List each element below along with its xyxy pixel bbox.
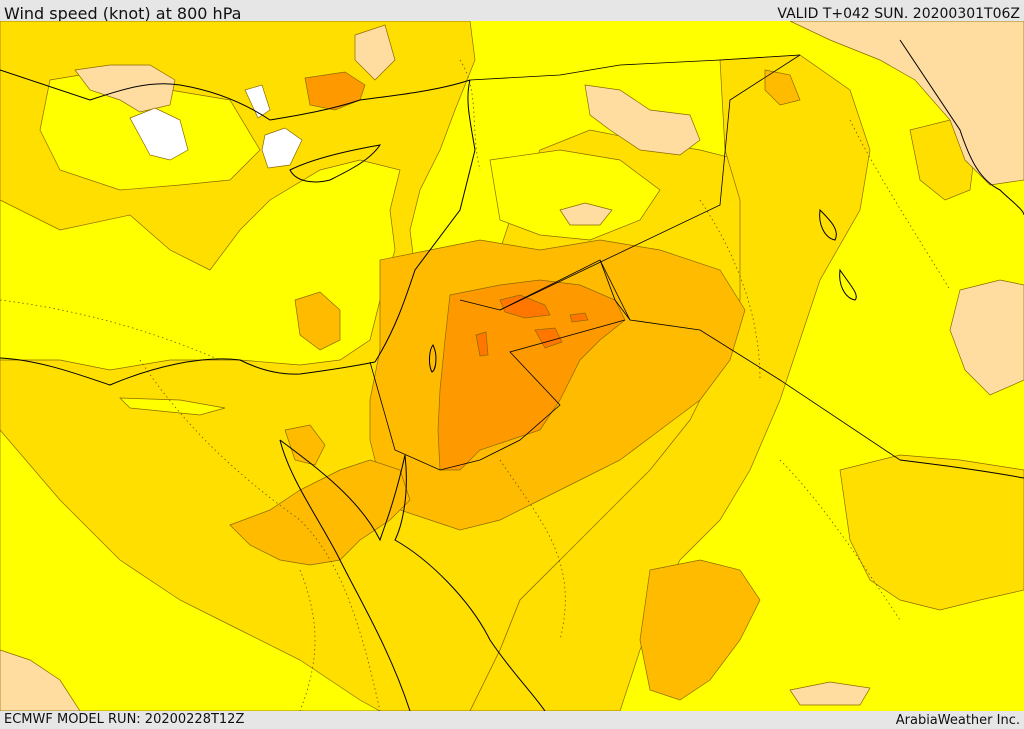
low-patch-syria-center (559, 202, 613, 226)
credit-text: ArabiaWeather Inc. (895, 713, 1020, 728)
map-footer: ECMWF MODEL RUN: 20200228T12Z ArabiaWeat… (0, 711, 1024, 729)
low-patch-nw (74, 64, 176, 113)
highest-core-2 (534, 327, 563, 349)
mid-high-sinai (284, 424, 326, 466)
valid-time: VALID T+042 SUN. 20200301T06Z (777, 6, 1020, 22)
borders (369, 54, 901, 471)
mid-band-southeast (839, 454, 1024, 611)
coastlines (0, 39, 1024, 711)
highest-core-3 (569, 312, 589, 323)
mid-high-ne (764, 69, 801, 106)
yellow-patch-north-strip (119, 397, 226, 416)
map-title: Wind speed (knot) at 800 hPa (4, 4, 242, 23)
lowest-patch-1 (129, 107, 189, 161)
low-patch-iraq (584, 84, 701, 156)
map-header: Wind speed (knot) at 800 hPa VALID T+042… (0, 0, 1024, 23)
yellow-patch-egypt (0, 429, 381, 711)
mid-high-blob-west (294, 291, 341, 351)
lowest-patch-2 (261, 127, 303, 169)
low-patch-iran (949, 279, 1024, 396)
highest-core-1 (499, 294, 551, 319)
mid-high-red-sea (229, 459, 411, 566)
low-patch-s (789, 681, 871, 706)
highest-core-4 (475, 331, 489, 357)
low-patch-turkey (354, 24, 396, 81)
lowest-patch-3 (244, 84, 271, 119)
yellow-patch-syria (489, 149, 661, 241)
wind-speed-map (0, 21, 1024, 711)
low-patch-sw (0, 649, 81, 711)
dotted-contours (0, 59, 951, 711)
model-run: ECMWF MODEL RUN: 20200228T12Z (4, 712, 245, 727)
map-canvas (0, 21, 1024, 711)
mid-high-east-arabia (639, 559, 761, 701)
